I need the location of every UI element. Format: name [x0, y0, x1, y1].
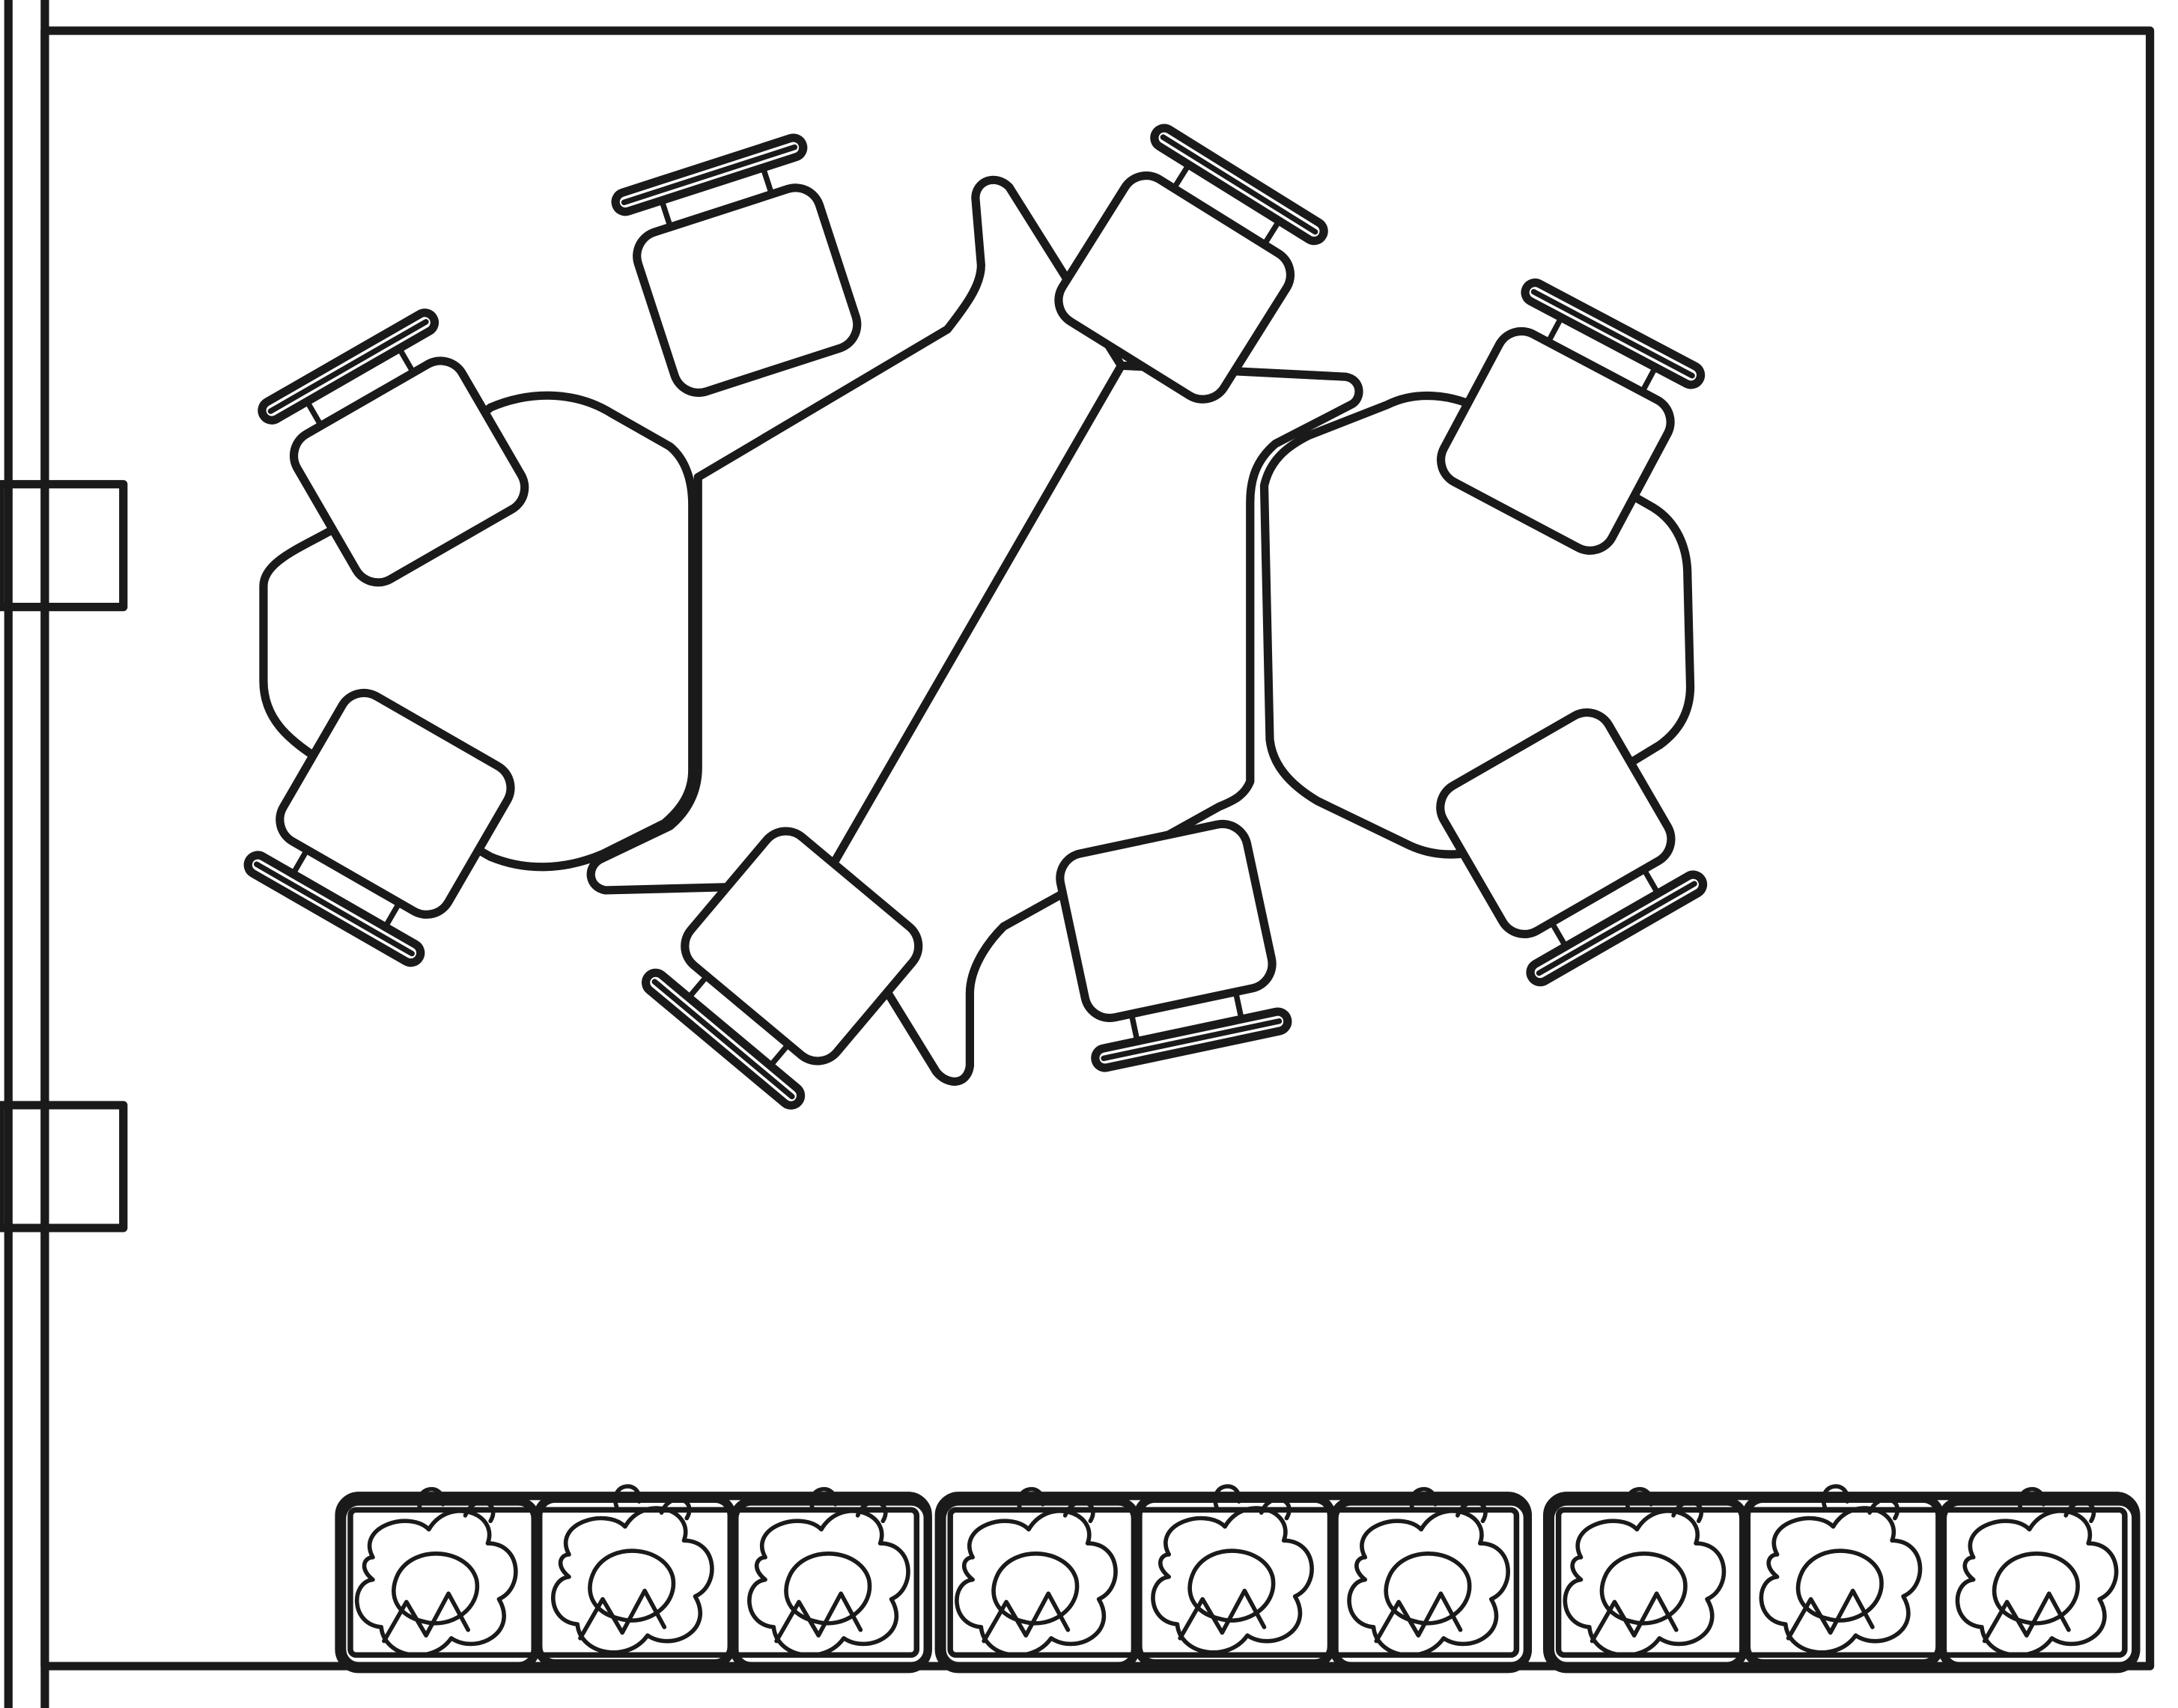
planter-group-icon: [939, 1486, 1527, 1669]
zigzag-table-icon: [586, 175, 1363, 1086]
chair-icon: [1047, 124, 1327, 410]
planter-group-icon: [1548, 1486, 2136, 1669]
planter-group-icon: [339, 1486, 928, 1669]
left-wall: [4, 0, 49, 1708]
window-icon: [0, 1101, 128, 1233]
chair-icon: [244, 682, 522, 966]
chair-icon: [613, 136, 866, 401]
window-icon: [0, 480, 128, 612]
chair-icon: [642, 819, 931, 1110]
chair-icon: [1053, 818, 1289, 1069]
hexagon-table-icon: [1259, 391, 1695, 859]
